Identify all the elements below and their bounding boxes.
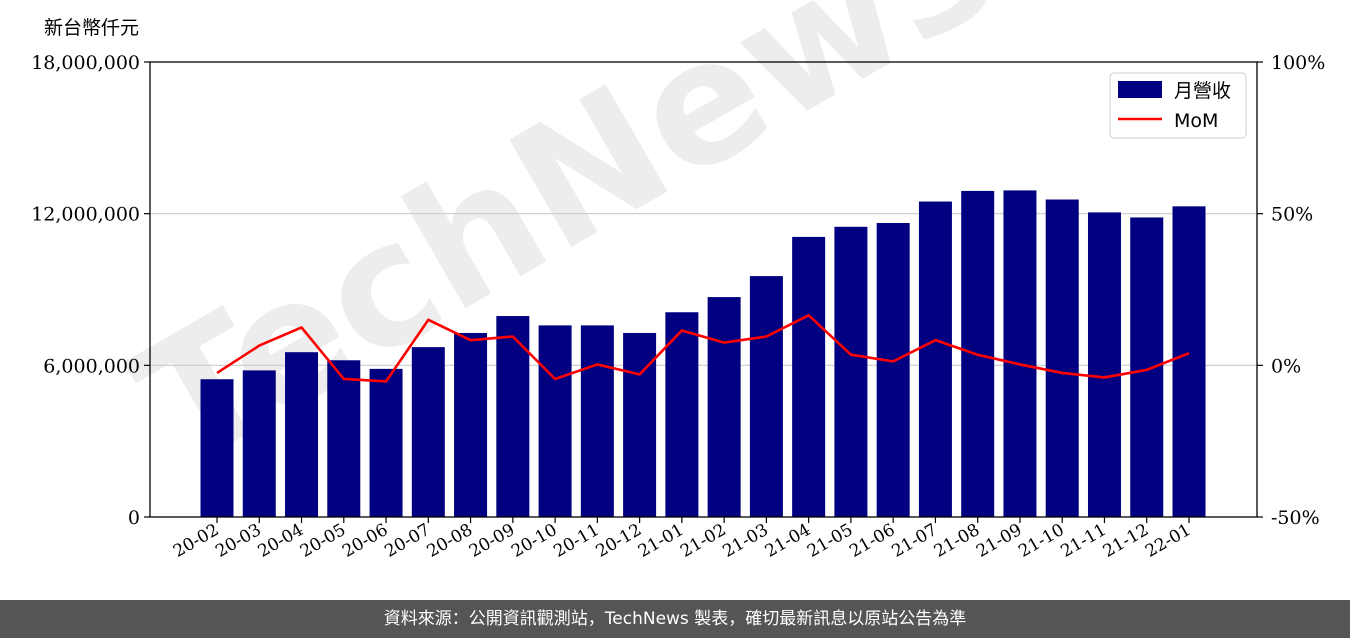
bar-21-11 — [1087, 212, 1121, 517]
x-tick-label: 20-07 — [381, 520, 433, 562]
bar-20-06 — [369, 368, 403, 517]
legend-bar-label: 月營收 — [1174, 80, 1231, 102]
bar-21-07 — [918, 201, 952, 518]
bar-21-09 — [1003, 190, 1037, 517]
legend-bar-swatch — [1118, 81, 1162, 98]
x-tick-label: 20-05 — [297, 520, 349, 562]
bar-21-04 — [792, 236, 826, 517]
x-tick-label: 21-10 — [1015, 520, 1067, 562]
bar-21-02 — [707, 297, 741, 517]
bar-21-01 — [665, 312, 699, 517]
bar-21-10 — [1045, 199, 1079, 517]
x-tick-label: 21-06 — [846, 520, 898, 562]
bar-20-08 — [454, 332, 488, 517]
x-tick-label: 20-11 — [550, 520, 602, 562]
x-tick-label: 21-02 — [677, 520, 729, 562]
legend-line-label: MoM — [1174, 110, 1218, 132]
x-tick-label: 21-11 — [1058, 520, 1110, 562]
plot-frame — [149, 61, 1258, 518]
bar-20-10 — [538, 325, 572, 517]
bar-21-06 — [876, 223, 910, 517]
x-tick-label: 20-08 — [424, 520, 476, 562]
x-tick-label: 20-12 — [593, 520, 645, 562]
x-tick-label: 21-01 — [635, 520, 687, 562]
x-tick-label: 21-09 — [973, 520, 1025, 562]
bar-20-02 — [200, 379, 234, 517]
x-tick-label: 21-04 — [762, 520, 814, 562]
left-tick-label: 0 — [128, 507, 140, 529]
left-tick-label: 6,000,000 — [43, 355, 140, 377]
bar-21-05 — [834, 226, 868, 518]
bar-21-12 — [1130, 217, 1164, 518]
bar-20-04 — [285, 352, 319, 517]
x-tick-label: 21-07 — [888, 520, 940, 562]
right-tick-label: -50% — [1271, 507, 1320, 529]
x-tick-label: 21-12 — [1100, 520, 1152, 562]
x-tick-label: 20-03 — [212, 520, 264, 562]
chart-svg: TechNews06,000,00012,000,00018,000,000-5… — [31, 0, 1325, 562]
x-tick-label: 21-03 — [719, 520, 771, 562]
source-footer: 資料來源：公開資訊觀測站，TechNews 製表，確切最新訊息以原站公告為準 — [0, 600, 1350, 638]
bar-20-11 — [580, 325, 614, 517]
mom-line — [216, 313, 1190, 383]
right-tick-label: 0% — [1271, 355, 1301, 377]
left-tick-label: 18,000,000 — [31, 52, 140, 74]
x-tick-label: 20-04 — [255, 520, 307, 562]
x-tick-label: 21-08 — [931, 520, 983, 562]
x-tick-label: 20-06 — [339, 520, 391, 562]
x-tick-label: 20-09 — [466, 520, 518, 562]
x-tick-label: 22-01 — [1142, 520, 1194, 562]
bar-22-01 — [1172, 206, 1206, 517]
bar-20-09 — [496, 316, 530, 517]
right-tick-label: 100% — [1271, 52, 1325, 74]
y-unit-label: 新台幣仟元 — [44, 17, 139, 39]
bar-20-03 — [242, 370, 276, 517]
x-tick-label: 21-05 — [804, 520, 856, 562]
x-tick-label: 20-02 — [170, 520, 222, 562]
bar-20-05 — [327, 360, 361, 517]
bar-20-07 — [411, 347, 445, 517]
chart: TechNews 0 6,000,000 12,000,000 18,000,000 -5… — [31, 0, 1325, 562]
bar-21-03 — [749, 276, 783, 517]
left-tick-label: 12,000,000 — [31, 204, 140, 226]
x-tick-label: 20-10 — [508, 520, 560, 562]
right-tick-label: 50% — [1271, 204, 1313, 226]
